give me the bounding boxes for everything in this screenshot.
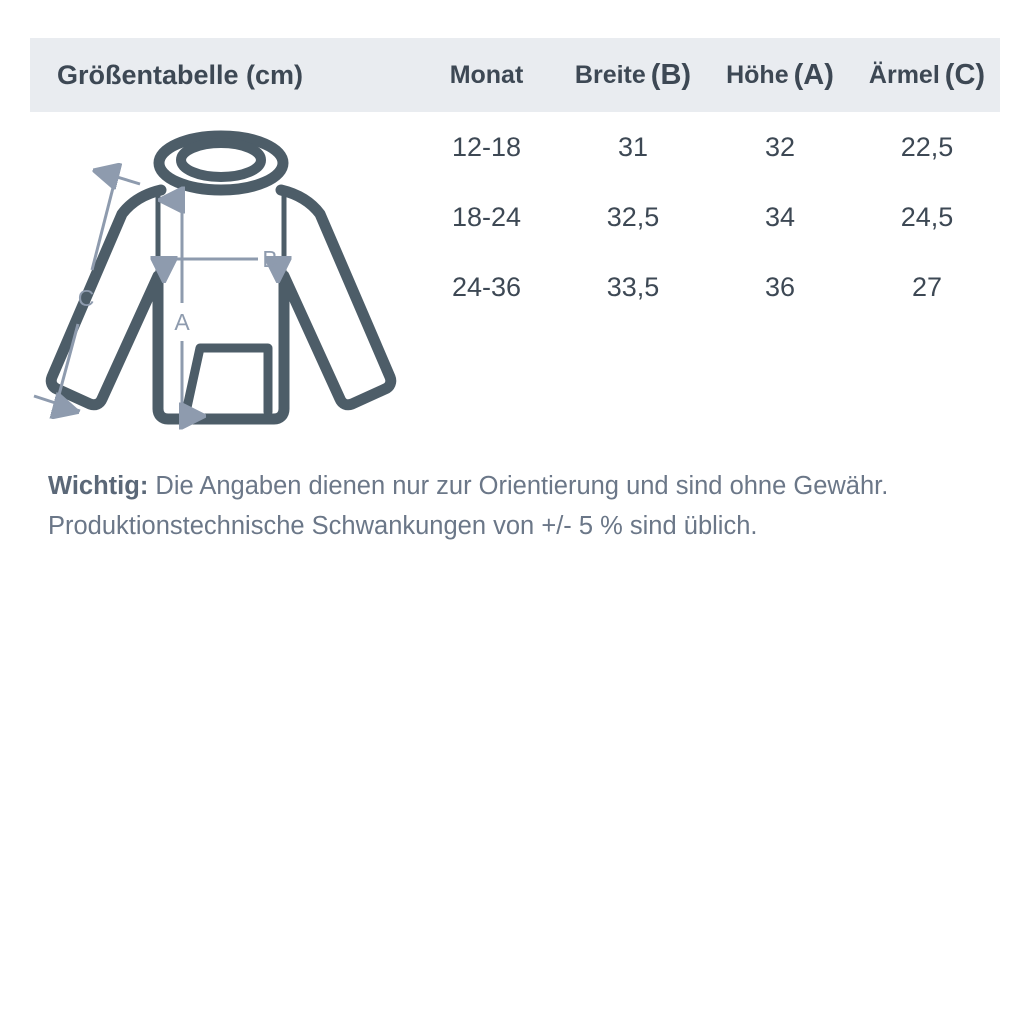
column-header-monat: Monat <box>413 38 560 112</box>
footnote: Wichtig: Die Angaben dienen nur zur Orie… <box>48 466 988 546</box>
hoodie-pocket <box>181 343 273 417</box>
dimension-a-label: A <box>174 309 190 335</box>
hood-outer <box>153 130 289 196</box>
page-title: Größentabelle (cm) <box>30 38 413 112</box>
column-header-breite-label: Breite <box>574 60 646 89</box>
table-row: 32,5 <box>606 201 660 232</box>
table-row: 27 <box>911 271 943 302</box>
column-header-breite-letter: (B) <box>650 58 692 91</box>
table-row: 12-18 <box>451 131 522 162</box>
dimension-a: A <box>174 200 190 416</box>
column-header-hoehe-letter: (A) <box>793 58 834 91</box>
footnote-line-1-rest: Die Angaben dienen nur zur Orientierung … <box>148 472 889 500</box>
hoodie-body-outline <box>45 184 397 425</box>
table-row: 18-24 <box>451 201 522 232</box>
hood-inner <box>176 138 266 182</box>
hoodie-diagram: A B C <box>30 128 412 453</box>
column-header-aermel-label: Ärmel <box>868 60 940 89</box>
table-row: 33,5 <box>606 271 660 302</box>
column-header-hoehe: Höhe (A) <box>706 38 854 112</box>
table-row: 22,5 <box>900 131 954 162</box>
column-header-hoehe-label: Höhe <box>726 60 789 89</box>
hoodie-icon <box>45 130 397 425</box>
column-header-aermel: Ärmel (C) <box>854 38 1000 112</box>
dimension-c-label: C <box>78 285 95 311</box>
footnote-line-1: Wichtig: Die Angaben dienen nur zur Orie… <box>48 466 988 506</box>
column-header-breite: Breite (B) <box>560 38 706 112</box>
table-row: 24,5 <box>900 201 954 232</box>
footnote-strong: Wichtig: <box>48 472 149 500</box>
column-header-aermel-letter: (C) <box>944 58 986 91</box>
table-row: 31 <box>617 131 649 162</box>
table-row: 34 <box>764 201 796 232</box>
table-row: 24-36 <box>451 271 522 302</box>
size-table: Größentabelle (cm) Monat Breite (B) Höhe… <box>30 38 1000 322</box>
table-row: 32 <box>764 131 796 162</box>
column-header-monat-label: Monat <box>449 60 524 89</box>
dimension-b: B <box>164 246 288 272</box>
footnote-line-2: Produktionstechnische Schwankungen von +… <box>48 512 758 540</box>
table-row: 36 <box>764 271 796 302</box>
dimension-b-label: B <box>262 246 277 272</box>
table-grid: Größentabelle (cm) Monat Breite (B) Höhe… <box>30 38 1000 322</box>
dimension-c: C <box>33 170 141 411</box>
dimension-lines: A B C <box>33 170 288 416</box>
